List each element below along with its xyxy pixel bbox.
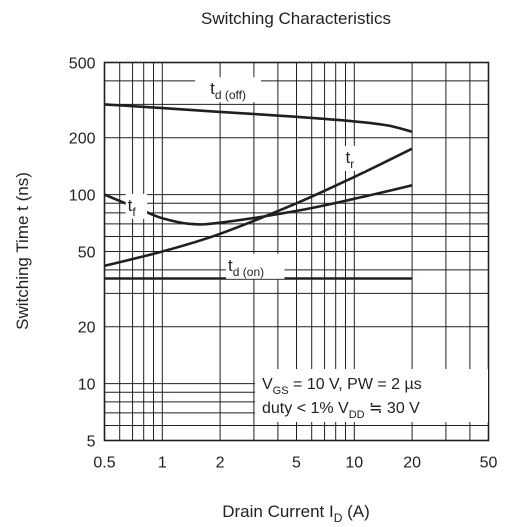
x-tick-label: 2: [216, 455, 225, 472]
y-tick-label: 20: [78, 320, 96, 337]
series-label-bg: [125, 193, 148, 219]
x-tick-label: 5: [292, 455, 301, 472]
series-label-tr: tr: [346, 148, 355, 171]
conditions-line-2: duty < 1% VDD ≒ 30 V: [262, 400, 420, 421]
series-tf-line: [104, 184, 413, 226]
series-label-bg: [226, 253, 285, 279]
y-tick-label: 500: [69, 56, 96, 73]
series-label-td-off: td (off): [210, 79, 246, 102]
y-tick-labels: 5 10 20 50 100 200 500: [69, 56, 96, 451]
y-tick-label: 100: [69, 188, 96, 205]
y-tick-label: 50: [78, 245, 96, 262]
x-tick-labels: 0.5 1 2 5 10 20 50: [93, 455, 497, 472]
series-label-tf: tf: [128, 196, 137, 219]
series-label-bg: [343, 145, 365, 171]
series-label-bg: [195, 77, 261, 103]
plot-frame: [103, 61, 490, 442]
y-axis-label: Switching Time t (ns): [13, 172, 32, 330]
series-label-td-on: td (on): [228, 256, 264, 279]
series-layer: [104, 103, 413, 280]
chart-title: Switching Characteristics: [201, 9, 391, 28]
y-tick-label: 10: [78, 377, 96, 394]
series-labels: td (off) tr tf td (on): [125, 77, 365, 279]
y-tick-label: 5: [87, 434, 96, 451]
x-axis-label: Drain Current ID (A): [222, 502, 370, 525]
x-tick-label: 50: [480, 455, 498, 472]
series-td-off-line: [104, 103, 413, 134]
x-tick-label: 20: [403, 455, 421, 472]
conditions-line-1: VGS = 10 V, PW = 2 µs: [262, 376, 422, 397]
x-tick-label: 0.5: [93, 455, 115, 472]
x-tick-label: 1: [158, 455, 167, 472]
x-tick-label: 10: [345, 455, 363, 472]
series-tr-line: [104, 147, 413, 268]
y-tick-label: 200: [69, 131, 96, 148]
conditions-box: [255, 369, 488, 422]
